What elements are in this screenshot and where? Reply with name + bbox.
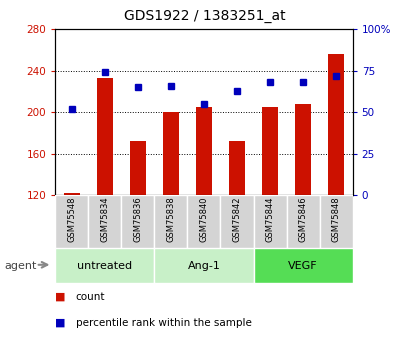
Text: GSM75836: GSM75836: [133, 196, 142, 242]
Text: GSM75840: GSM75840: [199, 196, 208, 242]
Text: ■: ■: [55, 318, 66, 327]
Text: GSM75846: GSM75846: [298, 196, 307, 242]
Bar: [121, 195, 154, 248]
Bar: [154, 195, 187, 248]
Text: ■: ■: [55, 292, 66, 302]
Bar: [253, 248, 352, 283]
Bar: [129, 141, 146, 195]
Text: GSM75548: GSM75548: [67, 196, 76, 242]
Bar: [88, 195, 121, 248]
Text: GSM75842: GSM75842: [232, 196, 241, 242]
Bar: [319, 195, 352, 248]
Text: percentile rank within the sample: percentile rank within the sample: [76, 318, 251, 327]
Bar: [162, 112, 179, 195]
Text: GSM75834: GSM75834: [100, 196, 109, 242]
Text: Ang-1: Ang-1: [187, 261, 220, 270]
Text: GSM75838: GSM75838: [166, 196, 175, 242]
Bar: [55, 248, 154, 283]
Text: VEGF: VEGF: [288, 261, 317, 270]
Bar: [294, 104, 310, 195]
Bar: [63, 193, 80, 195]
Bar: [286, 195, 319, 248]
Text: GSM75844: GSM75844: [265, 196, 274, 242]
Bar: [253, 195, 286, 248]
Bar: [261, 107, 278, 195]
Bar: [195, 107, 212, 195]
Bar: [55, 195, 88, 248]
Text: GDS1922 / 1383251_at: GDS1922 / 1383251_at: [124, 9, 285, 23]
Bar: [154, 248, 253, 283]
Bar: [327, 54, 344, 195]
Bar: [228, 141, 245, 195]
Bar: [97, 78, 113, 195]
Text: count: count: [76, 292, 105, 302]
Text: untreated: untreated: [77, 261, 132, 270]
Text: agent: agent: [4, 261, 36, 270]
Text: GSM75848: GSM75848: [331, 196, 340, 242]
Bar: [220, 195, 253, 248]
Bar: [187, 195, 220, 248]
